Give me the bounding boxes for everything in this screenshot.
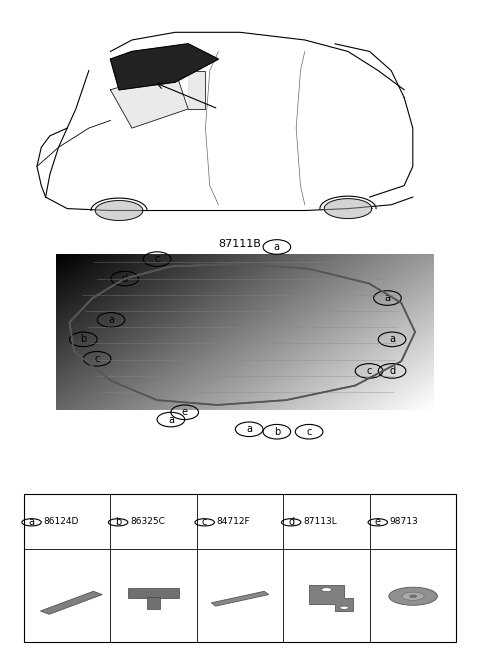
Text: 87113L: 87113L xyxy=(303,517,337,526)
FancyBboxPatch shape xyxy=(147,597,160,609)
Text: d: d xyxy=(389,366,395,376)
Text: a: a xyxy=(168,415,174,424)
Text: c: c xyxy=(306,426,312,437)
Text: a: a xyxy=(384,293,390,303)
Polygon shape xyxy=(40,591,102,614)
Polygon shape xyxy=(110,44,218,90)
Text: d: d xyxy=(288,517,294,528)
Circle shape xyxy=(389,587,437,605)
Text: 87111B: 87111B xyxy=(218,239,262,250)
Text: a: a xyxy=(389,334,395,344)
Text: a: a xyxy=(274,242,280,252)
Polygon shape xyxy=(211,591,269,606)
Text: a: a xyxy=(246,424,252,434)
Text: c: c xyxy=(95,353,100,364)
Polygon shape xyxy=(188,71,205,109)
Text: c: c xyxy=(155,254,160,264)
Circle shape xyxy=(321,587,332,591)
Text: c: c xyxy=(202,517,207,528)
Text: e: e xyxy=(375,517,381,528)
Text: 86124D: 86124D xyxy=(44,517,79,526)
Polygon shape xyxy=(110,71,188,128)
Text: b: b xyxy=(115,517,121,528)
Text: a: a xyxy=(29,517,35,528)
Text: 84712F: 84712F xyxy=(216,517,250,526)
Text: 86325C: 86325C xyxy=(130,517,165,526)
Polygon shape xyxy=(324,198,372,219)
Circle shape xyxy=(402,592,424,600)
FancyBboxPatch shape xyxy=(128,587,179,598)
Text: a: a xyxy=(108,315,114,325)
Text: d: d xyxy=(122,273,128,284)
Circle shape xyxy=(409,595,417,598)
Text: b: b xyxy=(80,334,86,344)
Circle shape xyxy=(340,606,348,610)
FancyBboxPatch shape xyxy=(24,494,456,643)
Polygon shape xyxy=(309,585,353,611)
Text: 98713: 98713 xyxy=(390,517,419,526)
Text: c: c xyxy=(366,366,372,376)
Polygon shape xyxy=(95,200,143,221)
Text: b: b xyxy=(274,426,280,437)
Text: e: e xyxy=(182,407,188,417)
